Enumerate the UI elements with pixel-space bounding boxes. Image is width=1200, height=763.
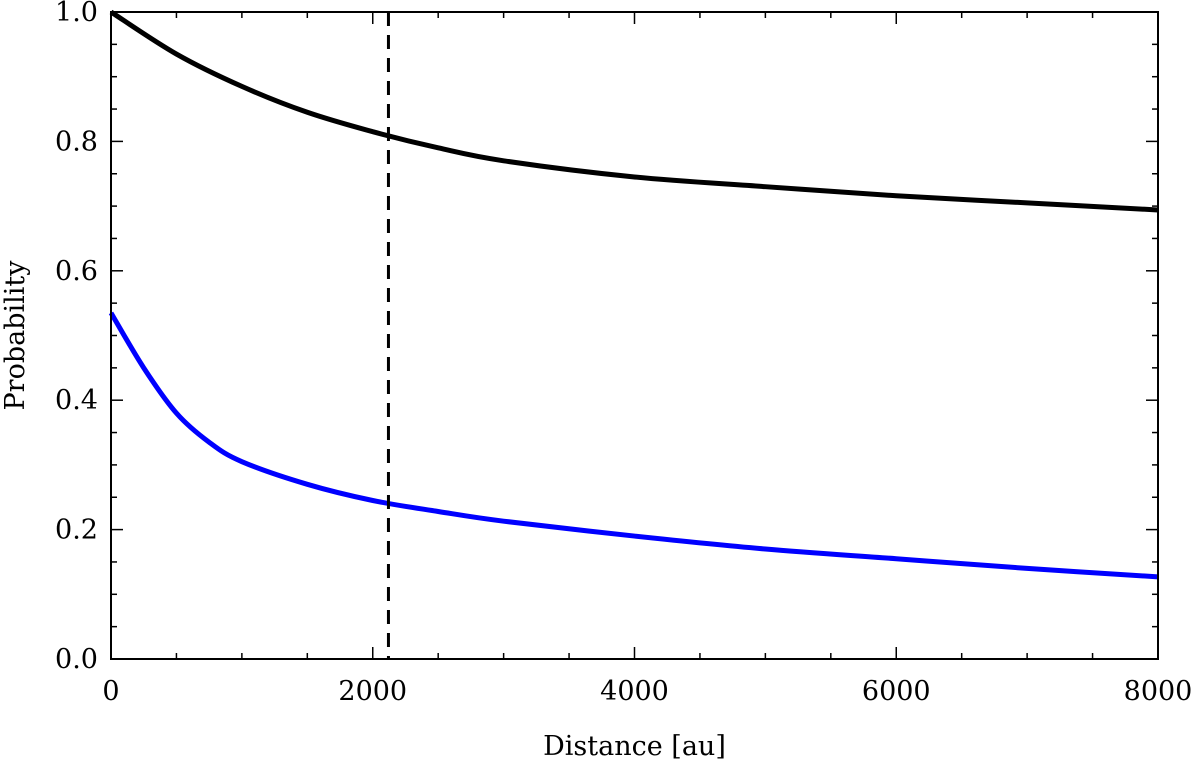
series-line-1 bbox=[109, 9, 1159, 213]
x-axis-label: Distance [au] bbox=[543, 731, 726, 762]
x-tick-label: 2000 bbox=[338, 676, 407, 707]
x-tick-label: 8000 bbox=[1124, 676, 1193, 707]
y-tick-label: 0.2 bbox=[55, 515, 98, 546]
plot-frame bbox=[110, 11, 1159, 660]
plot-area bbox=[108, 9, 1159, 659]
x-tick-label: 4000 bbox=[600, 676, 669, 707]
x-tick-label: 0 bbox=[102, 676, 119, 707]
y-tick-label: 0.0 bbox=[55, 644, 98, 675]
y-tick-label: 1.0 bbox=[55, 0, 98, 28]
y-tick-label: 0.6 bbox=[55, 256, 98, 287]
y-tick-label: 0.8 bbox=[55, 126, 98, 157]
axis-ticks: 0 2000 4000 6000 8000 0.0 0.2 0.4 0.6 0.8 1.0 bbox=[55, 0, 1192, 707]
y-axis-label: Probability bbox=[0, 260, 31, 411]
x-tick-label: 6000 bbox=[862, 676, 931, 707]
series-line-2 bbox=[108, 311, 1159, 580]
y-tick-label: 0.4 bbox=[55, 385, 98, 416]
